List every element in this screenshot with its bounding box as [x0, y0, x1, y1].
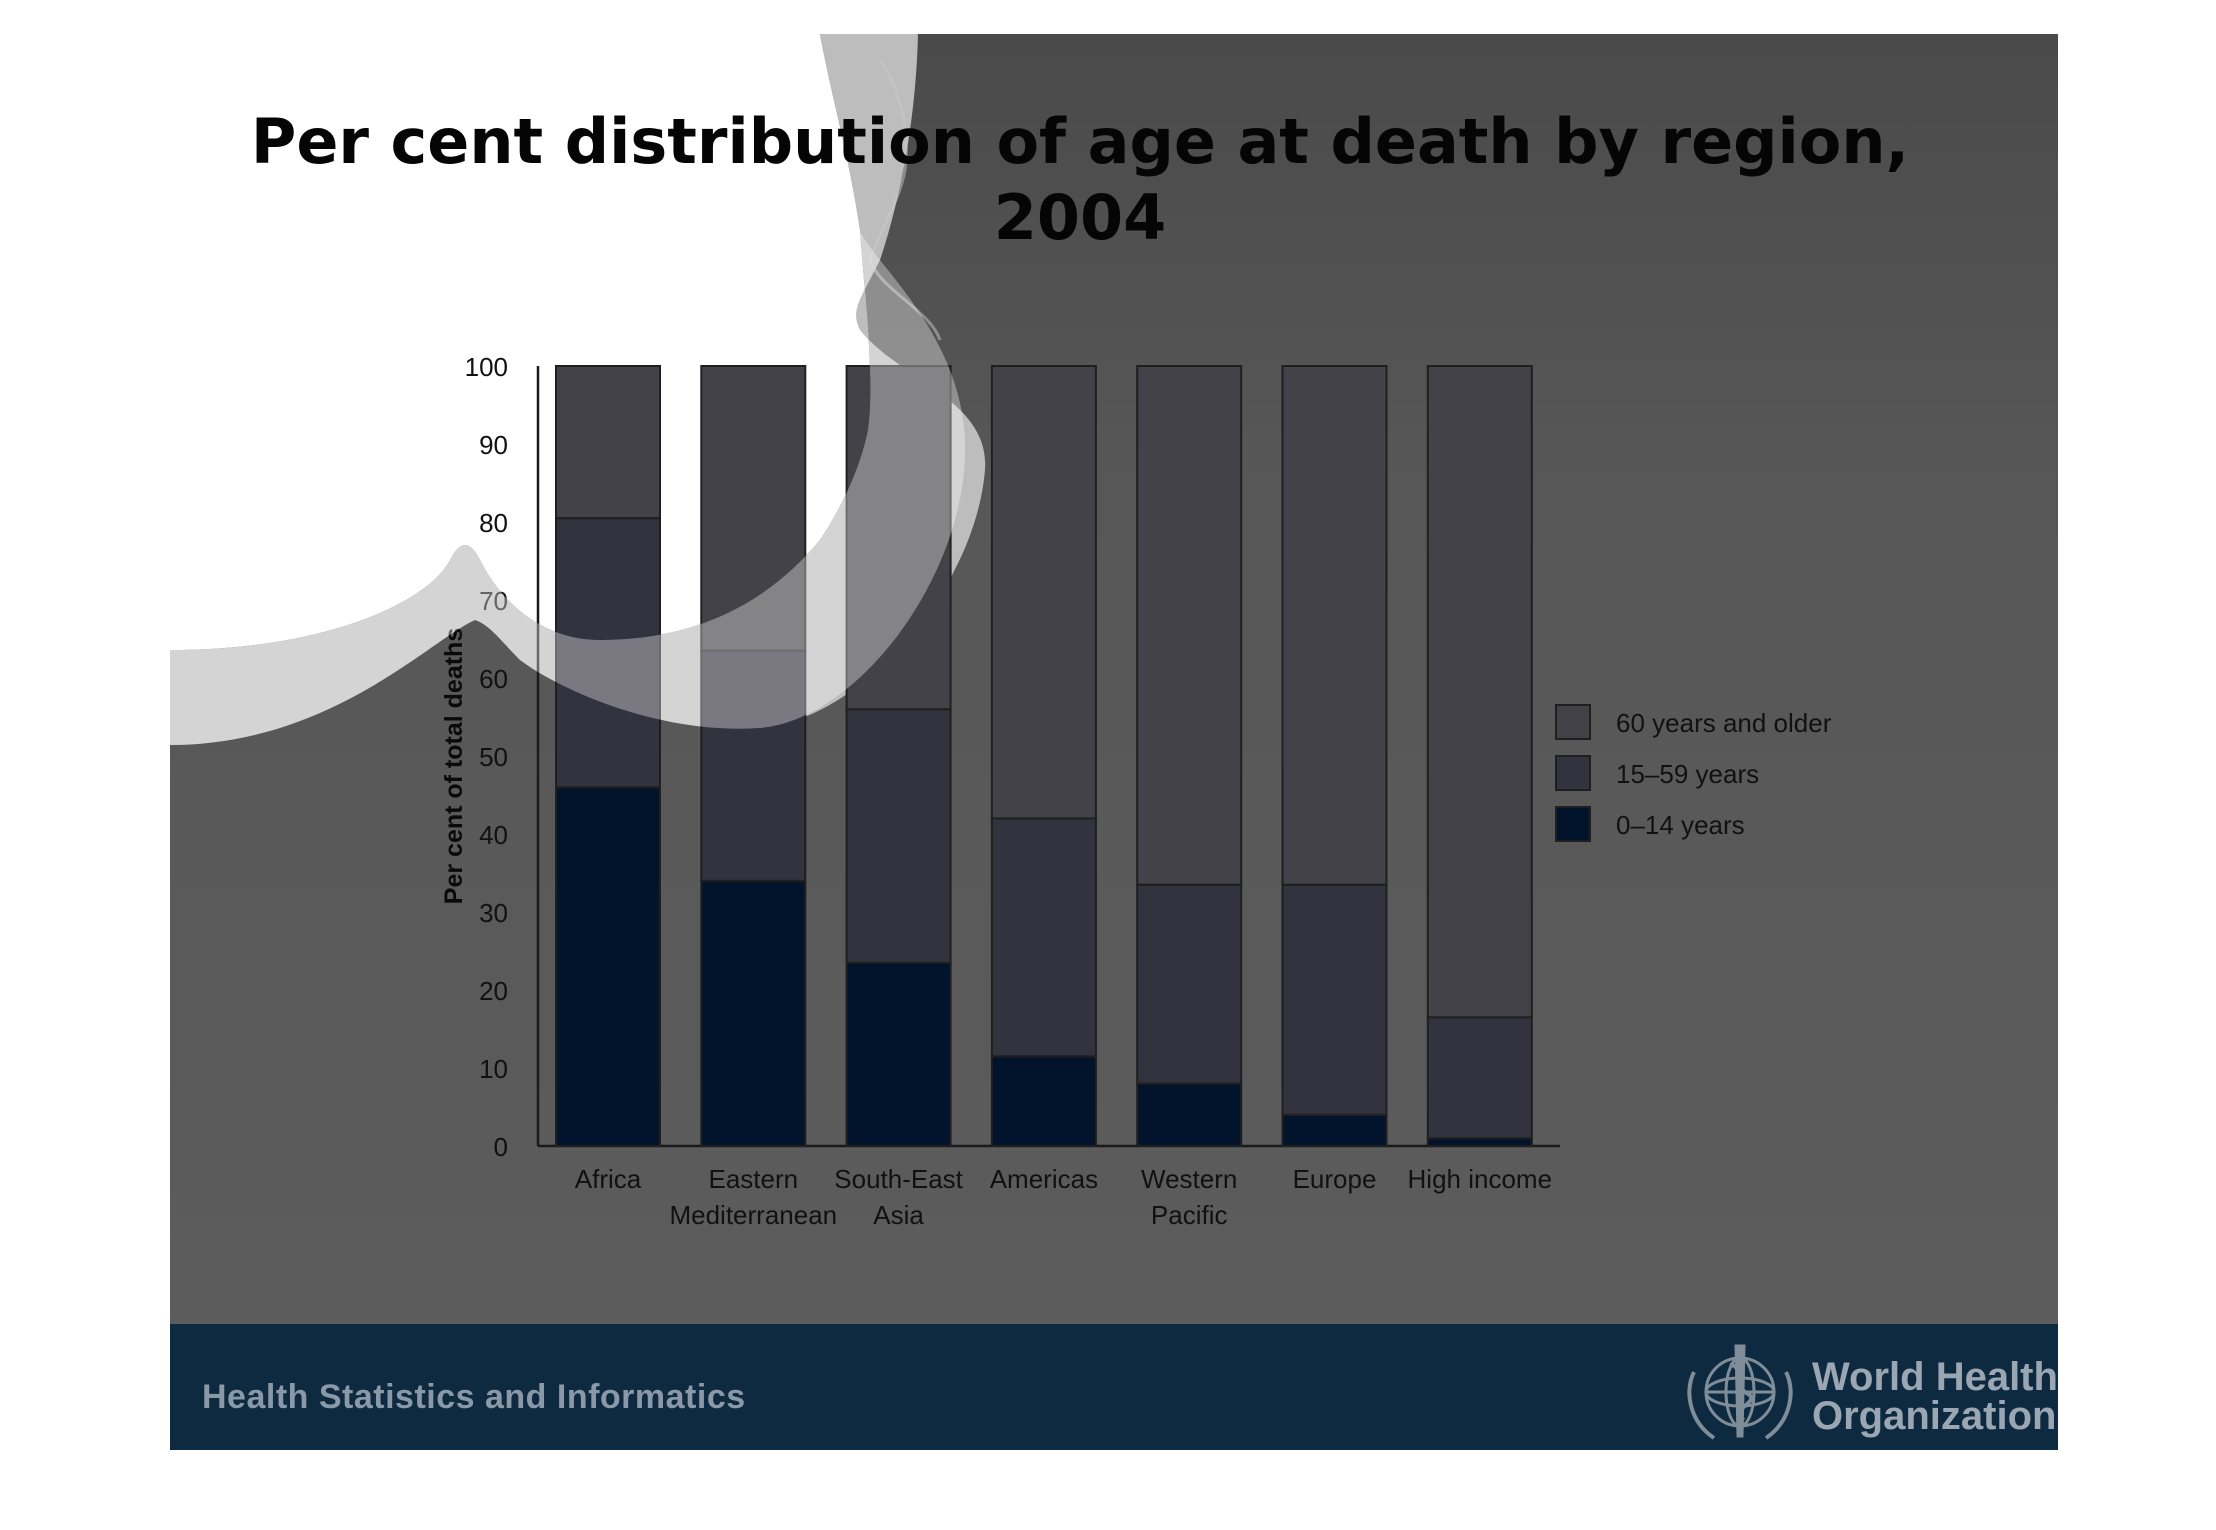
- legend-label: 15–59 years: [1616, 759, 1759, 789]
- who-wordmark: World Health Organization: [1812, 1355, 2058, 1438]
- bar-segment: [1136, 1082, 1243, 1147]
- y-tick-label: 80: [479, 508, 508, 538]
- bar-segment: [845, 961, 952, 1148]
- bar-segment: [990, 365, 1097, 820]
- bar-segment: [1281, 1113, 1388, 1148]
- white-overlay: [170, 34, 871, 650]
- x-tick-label: Mediterranean: [669, 1200, 837, 1230]
- bar-segment: [990, 817, 1097, 1058]
- x-tick-label: High income: [1408, 1164, 1553, 1194]
- x-tick-label: Asia: [873, 1200, 924, 1230]
- bar-segment: [990, 1055, 1097, 1148]
- bar-segment: [555, 365, 661, 520]
- bar-segment: [1136, 883, 1243, 1085]
- x-tick-label: Europe: [1293, 1164, 1377, 1194]
- legend-swatch: [1555, 704, 1591, 740]
- bar-segment: [555, 517, 661, 789]
- x-tick-label: Africa: [575, 1164, 642, 1194]
- x-tick-label: Americas: [990, 1164, 1098, 1194]
- bar-segment: [700, 365, 807, 652]
- y-tick-label: 20: [479, 976, 508, 1006]
- x-tick-label: Pacific: [1151, 1200, 1228, 1230]
- legend-swatch: [1555, 755, 1591, 791]
- y-tick-label: 10: [479, 1054, 508, 1084]
- x-tick-label: South-East: [834, 1164, 963, 1194]
- y-tick-label: 100: [465, 352, 508, 382]
- bar-segment: [1136, 365, 1243, 886]
- bar-segment: [1426, 1016, 1533, 1140]
- who-wordmark-line-2: Organization: [1812, 1394, 2057, 1438]
- bar-segment: [845, 365, 952, 711]
- legend-label: 0–14 years: [1616, 810, 1745, 840]
- bar-segment: [845, 708, 952, 964]
- who-wordmark-line-1: World Health: [1812, 1355, 2058, 1399]
- bar-segment: [1426, 1137, 1533, 1147]
- globe-map-texture: [868, 59, 942, 341]
- slide-title-line-2: 2004: [993, 181, 1167, 254]
- slide-title-line-1: Per cent distribution of age at death by…: [250, 105, 1910, 178]
- legend-label: 60 years and older: [1616, 708, 1832, 738]
- footer-department: Health Statistics and Informatics: [202, 1378, 746, 1416]
- y-tick-label: 90: [479, 430, 508, 460]
- y-tick-label: 70: [479, 586, 508, 616]
- x-tick-label: Western: [1141, 1164, 1237, 1194]
- y-tick-label: 30: [479, 898, 508, 928]
- stacked-bar-chart: 0 10 20 30 40 50 60 70 80 90 100 Per cent of total …: [440, 352, 1832, 1230]
- bar-segment: [1281, 365, 1388, 886]
- bar-segment: [1281, 883, 1388, 1116]
- globe-swirl: [170, 34, 986, 745]
- swirl-over-chart: [170, 230, 966, 745]
- who-emblem-icon: [1687, 1344, 1793, 1440]
- y-tick-label: 50: [479, 742, 508, 772]
- slide-title: Per cent distribution of age at death by…: [240, 104, 1920, 256]
- legend-swatch: [1555, 806, 1591, 842]
- y-tick-label: 60: [479, 664, 508, 694]
- y-axis-title: Per cent of total deaths: [440, 628, 468, 904]
- x-tick-label: Eastern: [708, 1164, 798, 1194]
- y-tick-label: 40: [479, 820, 508, 850]
- bar-segment: [555, 786, 661, 1147]
- bar-segment: [1426, 365, 1533, 1019]
- bar-segment: [700, 879, 807, 1147]
- y-tick-label: 0: [494, 1132, 508, 1162]
